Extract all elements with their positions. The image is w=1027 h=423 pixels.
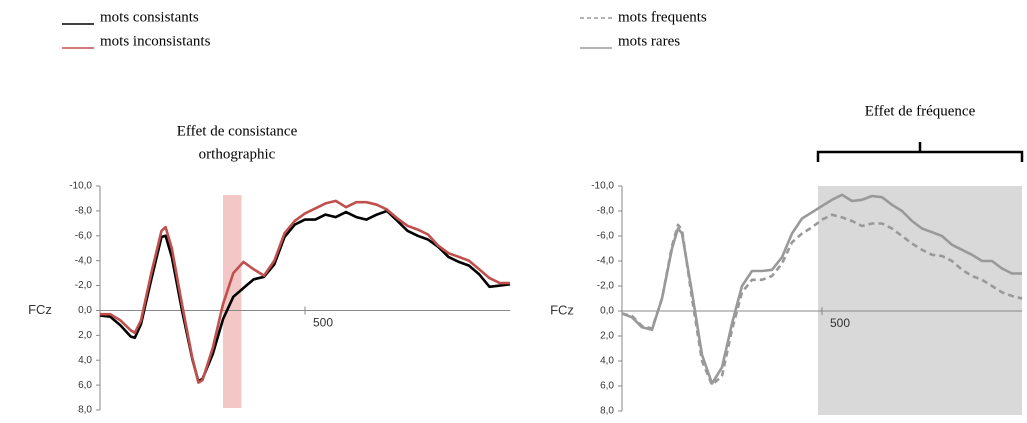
y-tick-label: -2,0 <box>75 280 93 291</box>
series-line <box>100 199 510 384</box>
y-axis-label: FCz <box>550 302 574 317</box>
y-tick-label: 6,0 <box>600 381 614 392</box>
y-tick-label: -6,0 <box>597 231 615 242</box>
y-tick-label: 6,0 <box>78 380 92 391</box>
y-tick-label: 2,0 <box>78 330 92 341</box>
chart-title: Effet de consistance <box>177 123 298 139</box>
legend-label: mots frequents <box>618 9 707 25</box>
legend-label: mots consistants <box>100 9 199 25</box>
legend-label: mots rares <box>618 33 680 49</box>
y-tick-label: 4,0 <box>78 355 92 366</box>
y-tick-label: 0,0 <box>600 306 614 317</box>
y-tick-label: 0,0 <box>78 305 92 316</box>
x-tick-label: 500 <box>830 316 850 330</box>
y-tick-label: -6,0 <box>75 230 93 241</box>
legend-label: mots inconsistants <box>100 33 211 49</box>
y-tick-label: -4,0 <box>597 256 615 267</box>
highlight-window <box>818 186 1022 415</box>
annotation: Effet de fréquence <box>865 103 976 119</box>
series-line <box>621 193 1022 385</box>
y-tick-label: 4,0 <box>600 356 614 367</box>
chart-title: orthographic <box>199 146 276 162</box>
y-tick-label: 8,0 <box>600 406 614 417</box>
y-tick-label: -2,0 <box>597 281 615 292</box>
y-tick-label: 8,0 <box>78 405 92 416</box>
y-tick-label: -10,0 <box>591 181 614 192</box>
y-tick-label: -8,0 <box>75 206 93 217</box>
series-line <box>621 213 1023 387</box>
y-tick-label: 2,0 <box>600 331 614 342</box>
y-tick-label: -4,0 <box>75 255 93 266</box>
y-tick-label: -8,0 <box>597 206 615 217</box>
series-line <box>99 209 511 383</box>
y-axis-label: FCz <box>28 302 52 317</box>
y-tick-label: -10,0 <box>69 181 92 192</box>
brace <box>816 142 1024 162</box>
x-tick-label: 500 <box>313 316 333 330</box>
